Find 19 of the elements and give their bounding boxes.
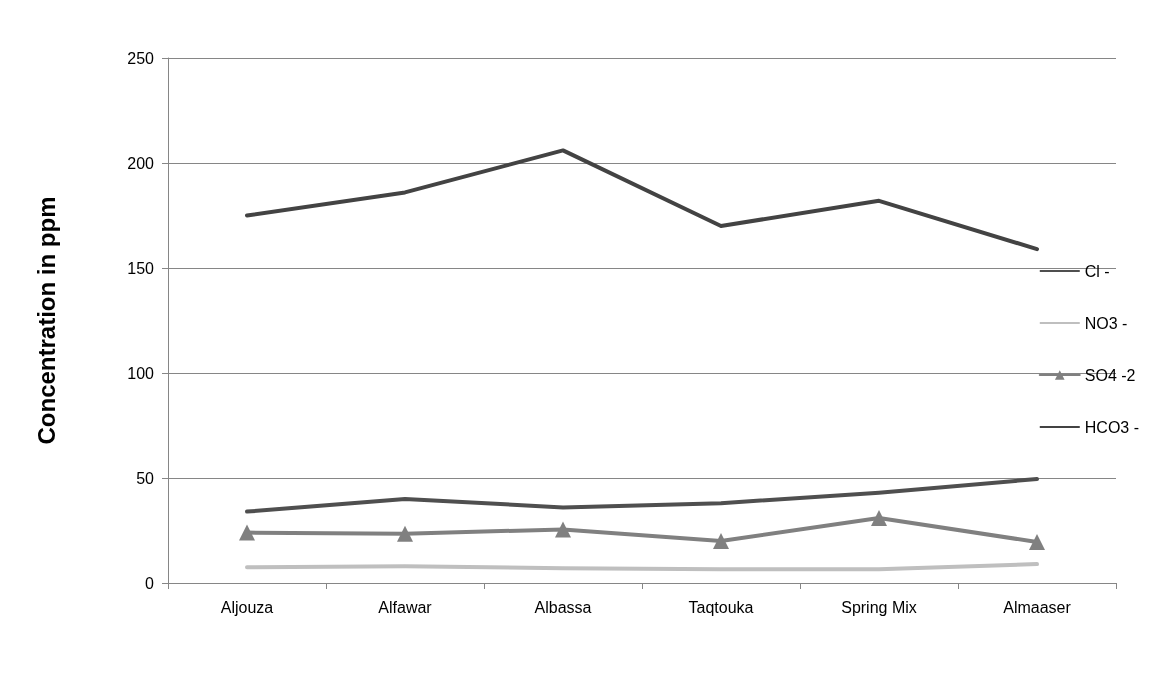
x-tick-label: Spring Mix	[841, 598, 917, 616]
line-series	[245, 477, 1039, 514]
x-tick-label: Alfawar	[378, 598, 433, 616]
y-tick-label: 0	[145, 574, 155, 592]
legend-label: SO4 -2	[1084, 366, 1136, 384]
legend-label: Cl -	[1084, 262, 1110, 280]
x-tick-label: Almaaser	[1003, 598, 1072, 616]
y-tick-label: 50	[136, 469, 155, 487]
x-tick-label: Albassa	[534, 598, 592, 616]
y-tick-label: 200	[127, 154, 155, 172]
y-tick-label: 100	[127, 364, 155, 382]
line-series	[245, 148, 1039, 252]
y-tick-label: 150	[127, 259, 155, 277]
x-tick-label: Taqtouka	[688, 598, 754, 616]
legend-label: NO3 -	[1084, 314, 1128, 332]
y-axis-title: Concentration in ppm	[32, 196, 60, 445]
y-tick-label: 250	[127, 49, 155, 67]
x-tick-label: Aljouza	[220, 598, 274, 616]
legend-label: HCO3 -	[1084, 418, 1140, 436]
